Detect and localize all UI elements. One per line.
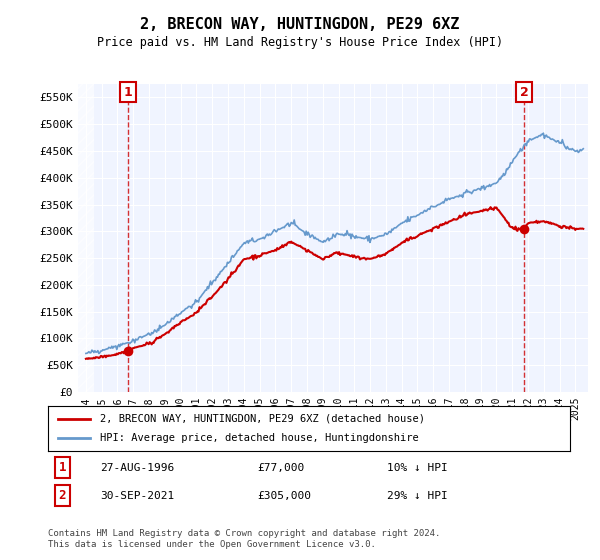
Text: Price paid vs. HM Land Registry's House Price Index (HPI): Price paid vs. HM Land Registry's House … xyxy=(97,36,503,49)
Text: £77,000: £77,000 xyxy=(257,463,304,473)
Text: 1: 1 xyxy=(58,461,66,474)
Text: 2, BRECON WAY, HUNTINGDON, PE29 6XZ (detached house): 2, BRECON WAY, HUNTINGDON, PE29 6XZ (det… xyxy=(100,413,425,423)
Text: HPI: Average price, detached house, Huntingdonshire: HPI: Average price, detached house, Hunt… xyxy=(100,433,419,444)
Text: 1: 1 xyxy=(124,86,132,99)
Text: 10% ↓ HPI: 10% ↓ HPI xyxy=(388,463,448,473)
Text: 2, BRECON WAY, HUNTINGDON, PE29 6XZ: 2, BRECON WAY, HUNTINGDON, PE29 6XZ xyxy=(140,17,460,32)
Text: 30-SEP-2021: 30-SEP-2021 xyxy=(100,491,175,501)
Text: 29% ↓ HPI: 29% ↓ HPI xyxy=(388,491,448,501)
Text: £305,000: £305,000 xyxy=(257,491,311,501)
Text: 27-AUG-1996: 27-AUG-1996 xyxy=(100,463,175,473)
Text: Contains HM Land Registry data © Crown copyright and database right 2024.
This d: Contains HM Land Registry data © Crown c… xyxy=(48,529,440,549)
Text: 2: 2 xyxy=(58,489,66,502)
Text: 2: 2 xyxy=(520,86,529,99)
